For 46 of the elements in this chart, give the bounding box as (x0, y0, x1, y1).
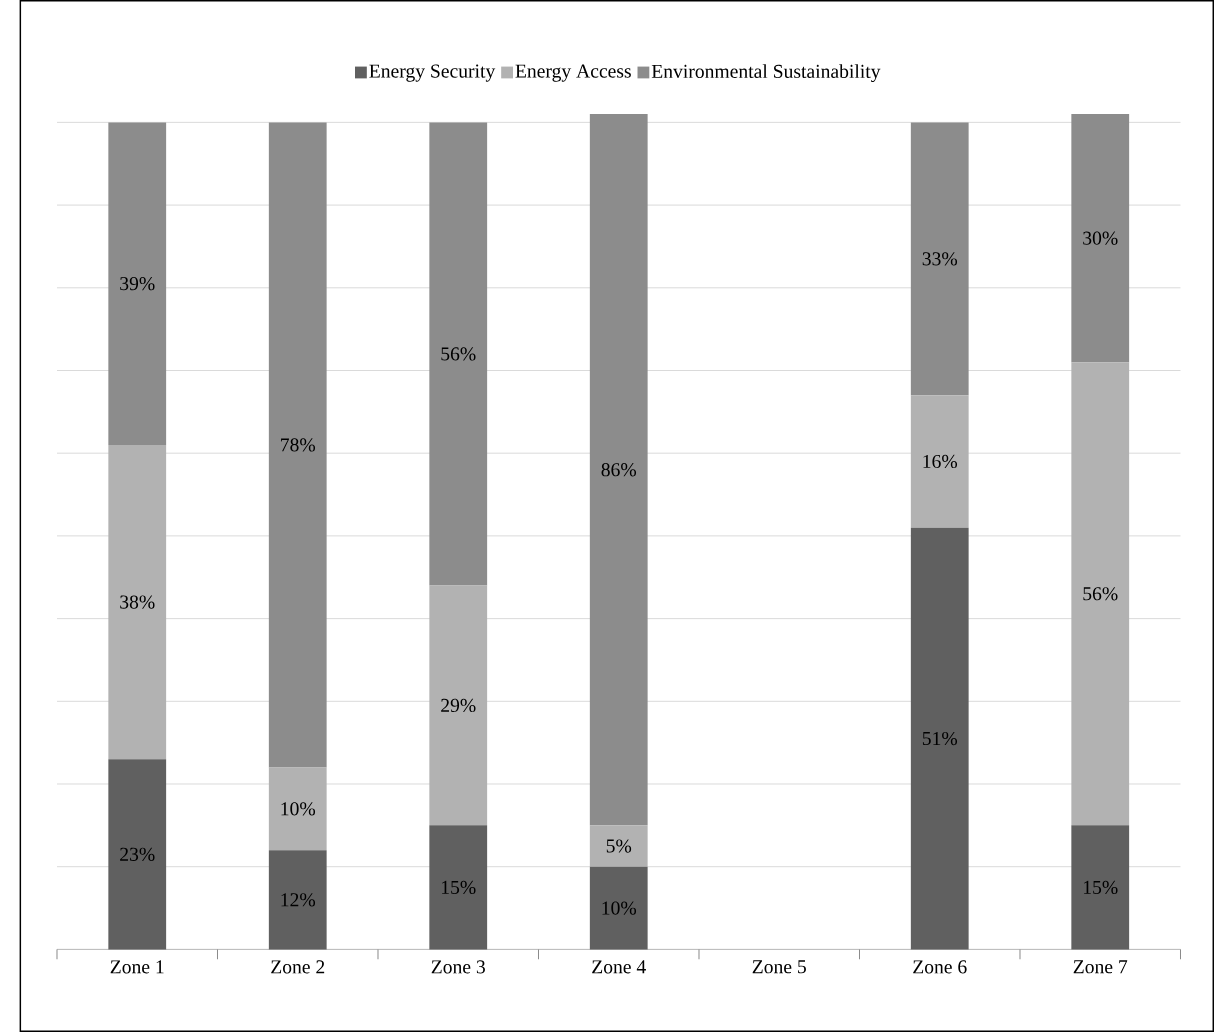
data-label: 12% (281, 893, 316, 907)
bar (108, 759, 167, 950)
legend-label: Energy Security (369, 64, 496, 82)
data-label: 38% (120, 595, 155, 609)
data-label: 10% (602, 901, 637, 915)
bar (429, 585, 488, 826)
data-label: 56% (441, 347, 476, 361)
bar (910, 122, 969, 396)
data-label: 39% (120, 276, 155, 291)
data-label: 15% (442, 880, 476, 895)
x-tick-label: Zone 4 (592, 960, 646, 974)
data-label: 23% (120, 847, 155, 861)
data-label: 10% (281, 802, 316, 816)
bar (429, 122, 488, 586)
x-tick-label: Zone 7 (1073, 960, 1128, 974)
bar (589, 866, 648, 950)
bar (1071, 362, 1130, 826)
bar (910, 527, 969, 950)
bar (1071, 114, 1130, 363)
bar (589, 114, 648, 826)
data-label: 86% (601, 463, 637, 477)
bar (268, 122, 327, 768)
bar (910, 395, 969, 528)
bar (1071, 825, 1130, 950)
legend-label: Environmental Sustainability (651, 64, 881, 83)
bar (108, 444, 167, 760)
x-tick-label: Zone 1 (110, 960, 164, 974)
bar (108, 122, 167, 445)
bar (589, 825, 648, 867)
data-label: 16% (923, 454, 958, 469)
x-tick-label: Zone 2 (271, 960, 325, 974)
data-label: 51% (922, 731, 958, 746)
data-label: 15% (1084, 880, 1118, 895)
legend-label: Energy Access (515, 64, 631, 82)
data-label: 29% (441, 698, 476, 713)
data-label: 30% (1083, 231, 1118, 245)
data-label: 33% (922, 252, 958, 266)
bar (268, 767, 327, 851)
x-tick-label: Zone 5 (752, 960, 806, 974)
x-tick-label: Zone 3 (431, 960, 485, 974)
data-label: 56% (1083, 587, 1118, 601)
data-label: 78% (281, 438, 316, 452)
x-tick-label: Zone 6 (913, 960, 967, 974)
data-label: 5% (606, 839, 632, 853)
bar (429, 825, 488, 950)
bar (268, 850, 327, 950)
